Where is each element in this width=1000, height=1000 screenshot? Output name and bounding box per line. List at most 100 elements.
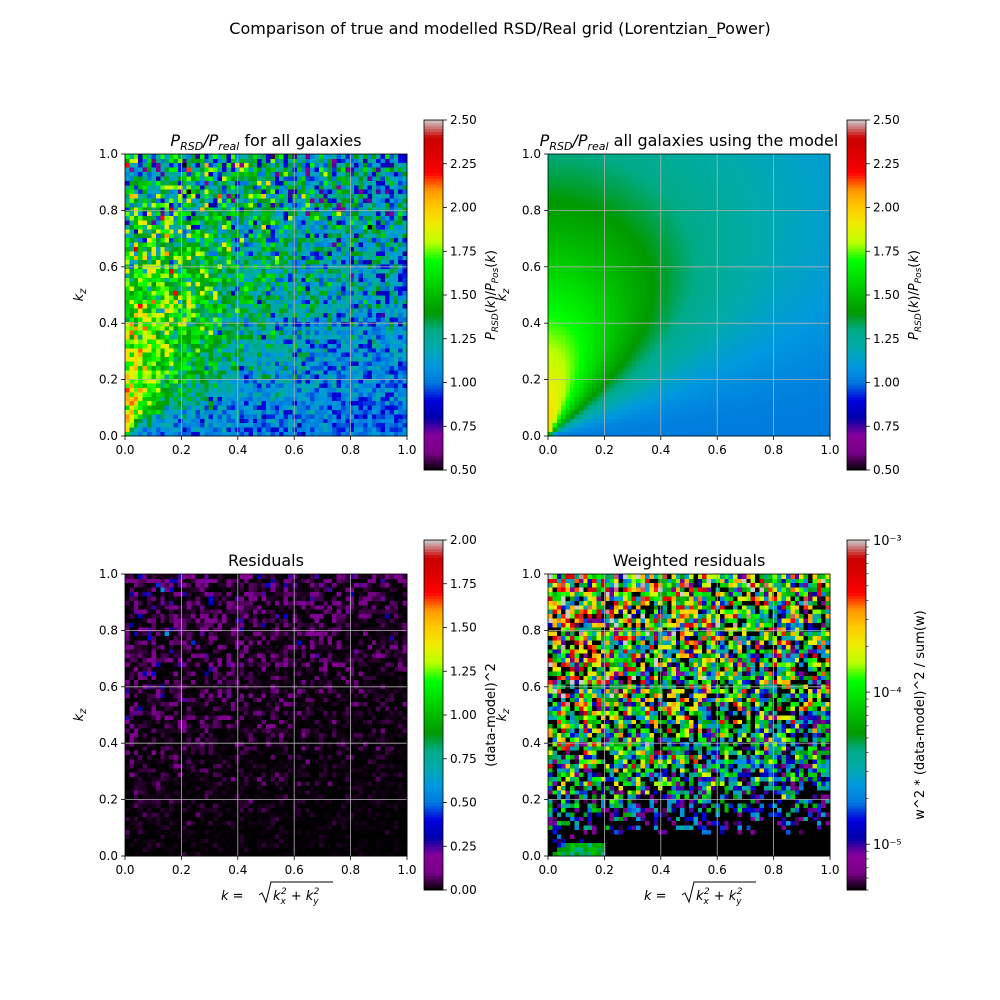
heatmap-cell — [323, 228, 329, 234]
heatmap-cell — [266, 334, 271, 340]
heatmap-cell — [125, 277, 130, 283]
heatmap-cell — [354, 211, 359, 217]
heatmap-cell — [186, 167, 192, 173]
heatmap-cell — [226, 369, 232, 375]
heatmap-cell — [195, 242, 201, 247]
heatmap-cell — [292, 334, 298, 340]
heatmap-cell — [266, 259, 271, 265]
heatmap-cell — [248, 295, 254, 300]
heatmap-cell — [186, 206, 192, 212]
heatmap-cell — [243, 206, 249, 212]
heatmap-cell — [380, 286, 386, 291]
heatmap-cell — [213, 387, 218, 393]
heatmap-cell — [389, 259, 395, 265]
heatmap-cell — [583, 391, 589, 397]
heatmap-cell — [358, 396, 364, 402]
heatmap-cell — [711, 405, 716, 410]
heatmap-cell — [354, 228, 359, 234]
colorbar-segment — [424, 414, 443, 418]
heatmap-cell — [777, 405, 782, 410]
heatmap-cell — [243, 272, 249, 278]
heatmap-cell — [292, 233, 298, 239]
heatmap-cell — [239, 400, 245, 406]
colorbar-segment — [424, 461, 443, 465]
heatmap-cell — [208, 431, 214, 437]
heatmap-cell — [398, 374, 403, 380]
heatmap-cell — [336, 268, 342, 274]
heatmap-cell — [147, 184, 152, 190]
heatmap-cell — [393, 387, 399, 393]
heatmap-cell — [151, 233, 157, 239]
heatmap-cell — [230, 405, 236, 410]
heatmap-cell — [191, 378, 196, 384]
heatmap-cell — [314, 317, 320, 322]
heatmap-cell — [362, 228, 368, 234]
heatmap-cell — [125, 224, 130, 230]
heatmap-cell — [173, 233, 179, 239]
heatmap-cell — [336, 347, 342, 353]
heatmap-cell — [323, 321, 329, 327]
heatmap-cell — [274, 317, 280, 322]
heatmap-cell — [380, 171, 386, 177]
heatmap-cell — [147, 180, 152, 186]
heatmap-cell — [239, 180, 245, 186]
heatmap-cell — [230, 330, 236, 336]
heatmap-cell — [169, 154, 174, 159]
heatmap-cell — [759, 431, 765, 437]
heatmap-cell — [398, 167, 403, 173]
heatmap-cell — [239, 290, 245, 296]
heatmap-cell — [248, 237, 254, 243]
heatmap-cell — [345, 330, 351, 336]
heatmap-cell — [389, 202, 395, 208]
heatmap-cell — [556, 405, 562, 410]
heatmap-cell — [398, 378, 403, 384]
heatmap-cell — [380, 290, 386, 296]
heatmap-cell — [182, 290, 188, 296]
colorbar-segment — [424, 458, 443, 462]
heatmap-cell — [213, 290, 218, 296]
heatmap-cell — [327, 352, 333, 358]
heatmap-cell — [318, 405, 324, 410]
heatmap-cell — [323, 281, 329, 287]
heatmap-cell — [230, 228, 236, 234]
heatmap-cell — [221, 184, 227, 190]
heatmap-cell — [393, 431, 399, 437]
heatmap-cell — [169, 312, 174, 318]
heatmap-cell — [283, 383, 289, 388]
heatmap-cell — [600, 400, 606, 406]
heatmap-cell — [252, 198, 258, 203]
heatmap-cell — [380, 374, 386, 380]
heatmap-cell — [384, 215, 390, 221]
heatmap-cell — [653, 391, 659, 397]
colorbar-segment — [424, 163, 443, 168]
heatmap-cell — [345, 334, 351, 340]
heatmap-cell — [257, 391, 262, 397]
heatmap-cell — [719, 431, 725, 437]
heatmap-cell — [398, 242, 403, 247]
heatmap-cell — [279, 347, 285, 353]
heatmap-cell — [340, 422, 346, 428]
heatmap-cell — [398, 290, 403, 296]
heatmap-cell — [208, 312, 214, 318]
heatmap-cell — [125, 281, 130, 287]
heatmap-cell — [155, 268, 161, 274]
heatmap-cell — [340, 272, 346, 278]
heatmap-cell — [706, 431, 712, 437]
heatmap-cell — [217, 356, 223, 362]
heatmap-cell — [186, 193, 192, 199]
heatmap-cell — [733, 409, 738, 415]
heatmap-cell — [155, 154, 161, 159]
heatmap-cell — [358, 158, 364, 164]
heatmap-cell — [345, 361, 351, 366]
heatmap-cell — [248, 405, 254, 410]
heatmap-cell — [213, 242, 218, 247]
heatmap-cell — [367, 277, 373, 283]
heatmap-cell — [349, 193, 355, 199]
heatmap-cell — [177, 246, 183, 252]
heatmap-cell — [358, 365, 364, 371]
heatmap-cell — [340, 211, 346, 217]
heatmap-cell — [715, 422, 721, 428]
heatmap-cell — [327, 396, 333, 402]
heatmap-cell — [142, 259, 148, 265]
heatmap-cell — [226, 365, 232, 371]
